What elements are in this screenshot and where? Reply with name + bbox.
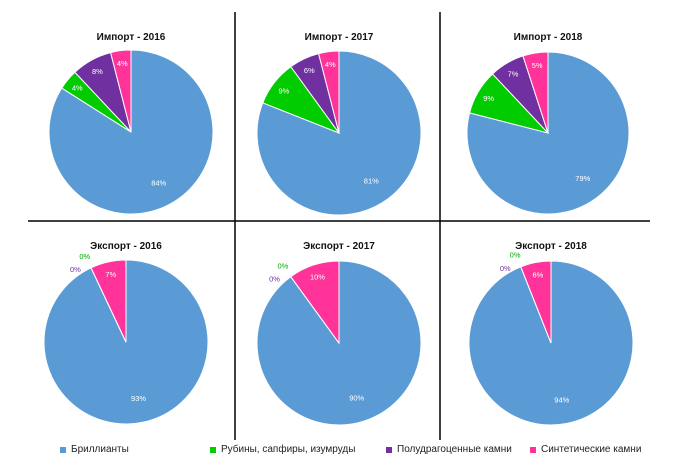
pie-label-semiprecious: 0%: [500, 264, 511, 273]
pie-label-gems: 0%: [510, 251, 521, 260]
pie-slice-synthetic: [90, 259, 127, 343]
pie-label-synthetic: 4%: [325, 60, 336, 69]
pie-label-synthetic: 6%: [532, 271, 543, 280]
pie-chart-5: Экспорт - 2017 90% 0% 0% 10%: [256, 241, 422, 426]
pie-title: Экспорт - 2018: [515, 241, 587, 252]
pie-slice-diamonds: [468, 260, 634, 426]
pie-title: Импорт - 2016: [97, 32, 166, 43]
pie-label-diamonds: 94%: [554, 395, 569, 404]
legend-label-synthetic: Синтетические камни: [541, 444, 642, 455]
legend-swatch-gems: [210, 446, 216, 453]
pie-chart-2: Импорт - 2017 81% 9% 6% 4%: [256, 32, 422, 216]
pie-chart-4: Экспорт - 2016 93% 0% 0% 7%: [43, 241, 209, 425]
legend-swatch-diamonds: [60, 446, 66, 453]
pie-slice-synthetic: [522, 51, 549, 134]
pie-chart-grid: Импорт - 2016 84% 4% 8% 4% Импорт - 2017 81% 9%…: [28, 12, 650, 440]
pie-slice-diamonds: [256, 50, 422, 216]
pie-chart-1: Импорт - 2016 84% 4% 8% 4%: [48, 32, 214, 215]
pie-title: Импорт - 2018: [514, 32, 583, 43]
legend-label-gems: Рубины, сапфиры, изумруды: [221, 444, 356, 455]
pie-label-diamonds: 93%: [131, 394, 146, 403]
pie-label-gems: 9%: [483, 94, 494, 103]
pie-slice-synthetic: [318, 50, 340, 134]
pie-title: Экспорт - 2017: [303, 241, 375, 252]
legend-item-gems: Рубины, сапфиры, изумруды: [210, 444, 355, 455]
pie-chart-3: Импорт - 2018 79% 9% 7% 5%: [466, 32, 630, 215]
legend-swatch-semiprecious: [386, 446, 392, 453]
legend-item-diamonds: Бриллианты: [60, 444, 129, 455]
pie-label-synthetic: 5%: [532, 61, 543, 70]
pie-label-gems: 9%: [278, 86, 289, 95]
pie-label-synthetic: 10%: [310, 273, 325, 282]
pie-label-diamonds: 84%: [151, 178, 166, 187]
pie-label-semiprecious: 7%: [508, 70, 519, 79]
pie-label-diamonds: 81%: [364, 177, 379, 186]
legend-item-synthetic: Синтетические камни: [530, 444, 641, 455]
pie-label-gems: 0%: [79, 252, 90, 261]
legend-label-semiprecious: Полудрагоценные камни: [397, 444, 512, 455]
pie-slice-synthetic: [110, 49, 132, 133]
pie-slice-diamonds: [48, 49, 214, 215]
pie-label-gems: 0%: [277, 262, 288, 271]
pie-title: Импорт - 2017: [305, 32, 374, 43]
legend-swatch-synthetic: [530, 446, 536, 453]
legend-label-diamonds: Бриллианты: [71, 444, 129, 455]
pie-label-semiprecious: 8%: [92, 67, 103, 76]
grid-dividers: [28, 12, 650, 440]
pie-label-synthetic: 7%: [105, 270, 116, 279]
pie-label-diamonds: 90%: [349, 394, 364, 403]
pie-label-semiprecious: 0%: [269, 274, 280, 283]
pie-label-gems: 4%: [72, 84, 83, 93]
pie-title: Экспорт - 2016: [90, 241, 162, 252]
pie-slice-synthetic: [520, 260, 552, 344]
pie-label-synthetic: 4%: [117, 59, 128, 68]
pie-label-semiprecious: 0%: [70, 265, 81, 274]
pie-label-semiprecious: 6%: [304, 66, 315, 75]
legend: Бриллианты Рубины, сапфиры, изумруды Пол…: [0, 440, 680, 462]
legend-item-semiprecious: Полудрагоценные камни: [386, 444, 512, 455]
pie-slice-synthetic: [290, 260, 340, 345]
pie-label-diamonds: 79%: [575, 174, 590, 183]
pie-chart-6: Экспорт - 2018 94% 0% 0% 6%: [468, 241, 634, 426]
